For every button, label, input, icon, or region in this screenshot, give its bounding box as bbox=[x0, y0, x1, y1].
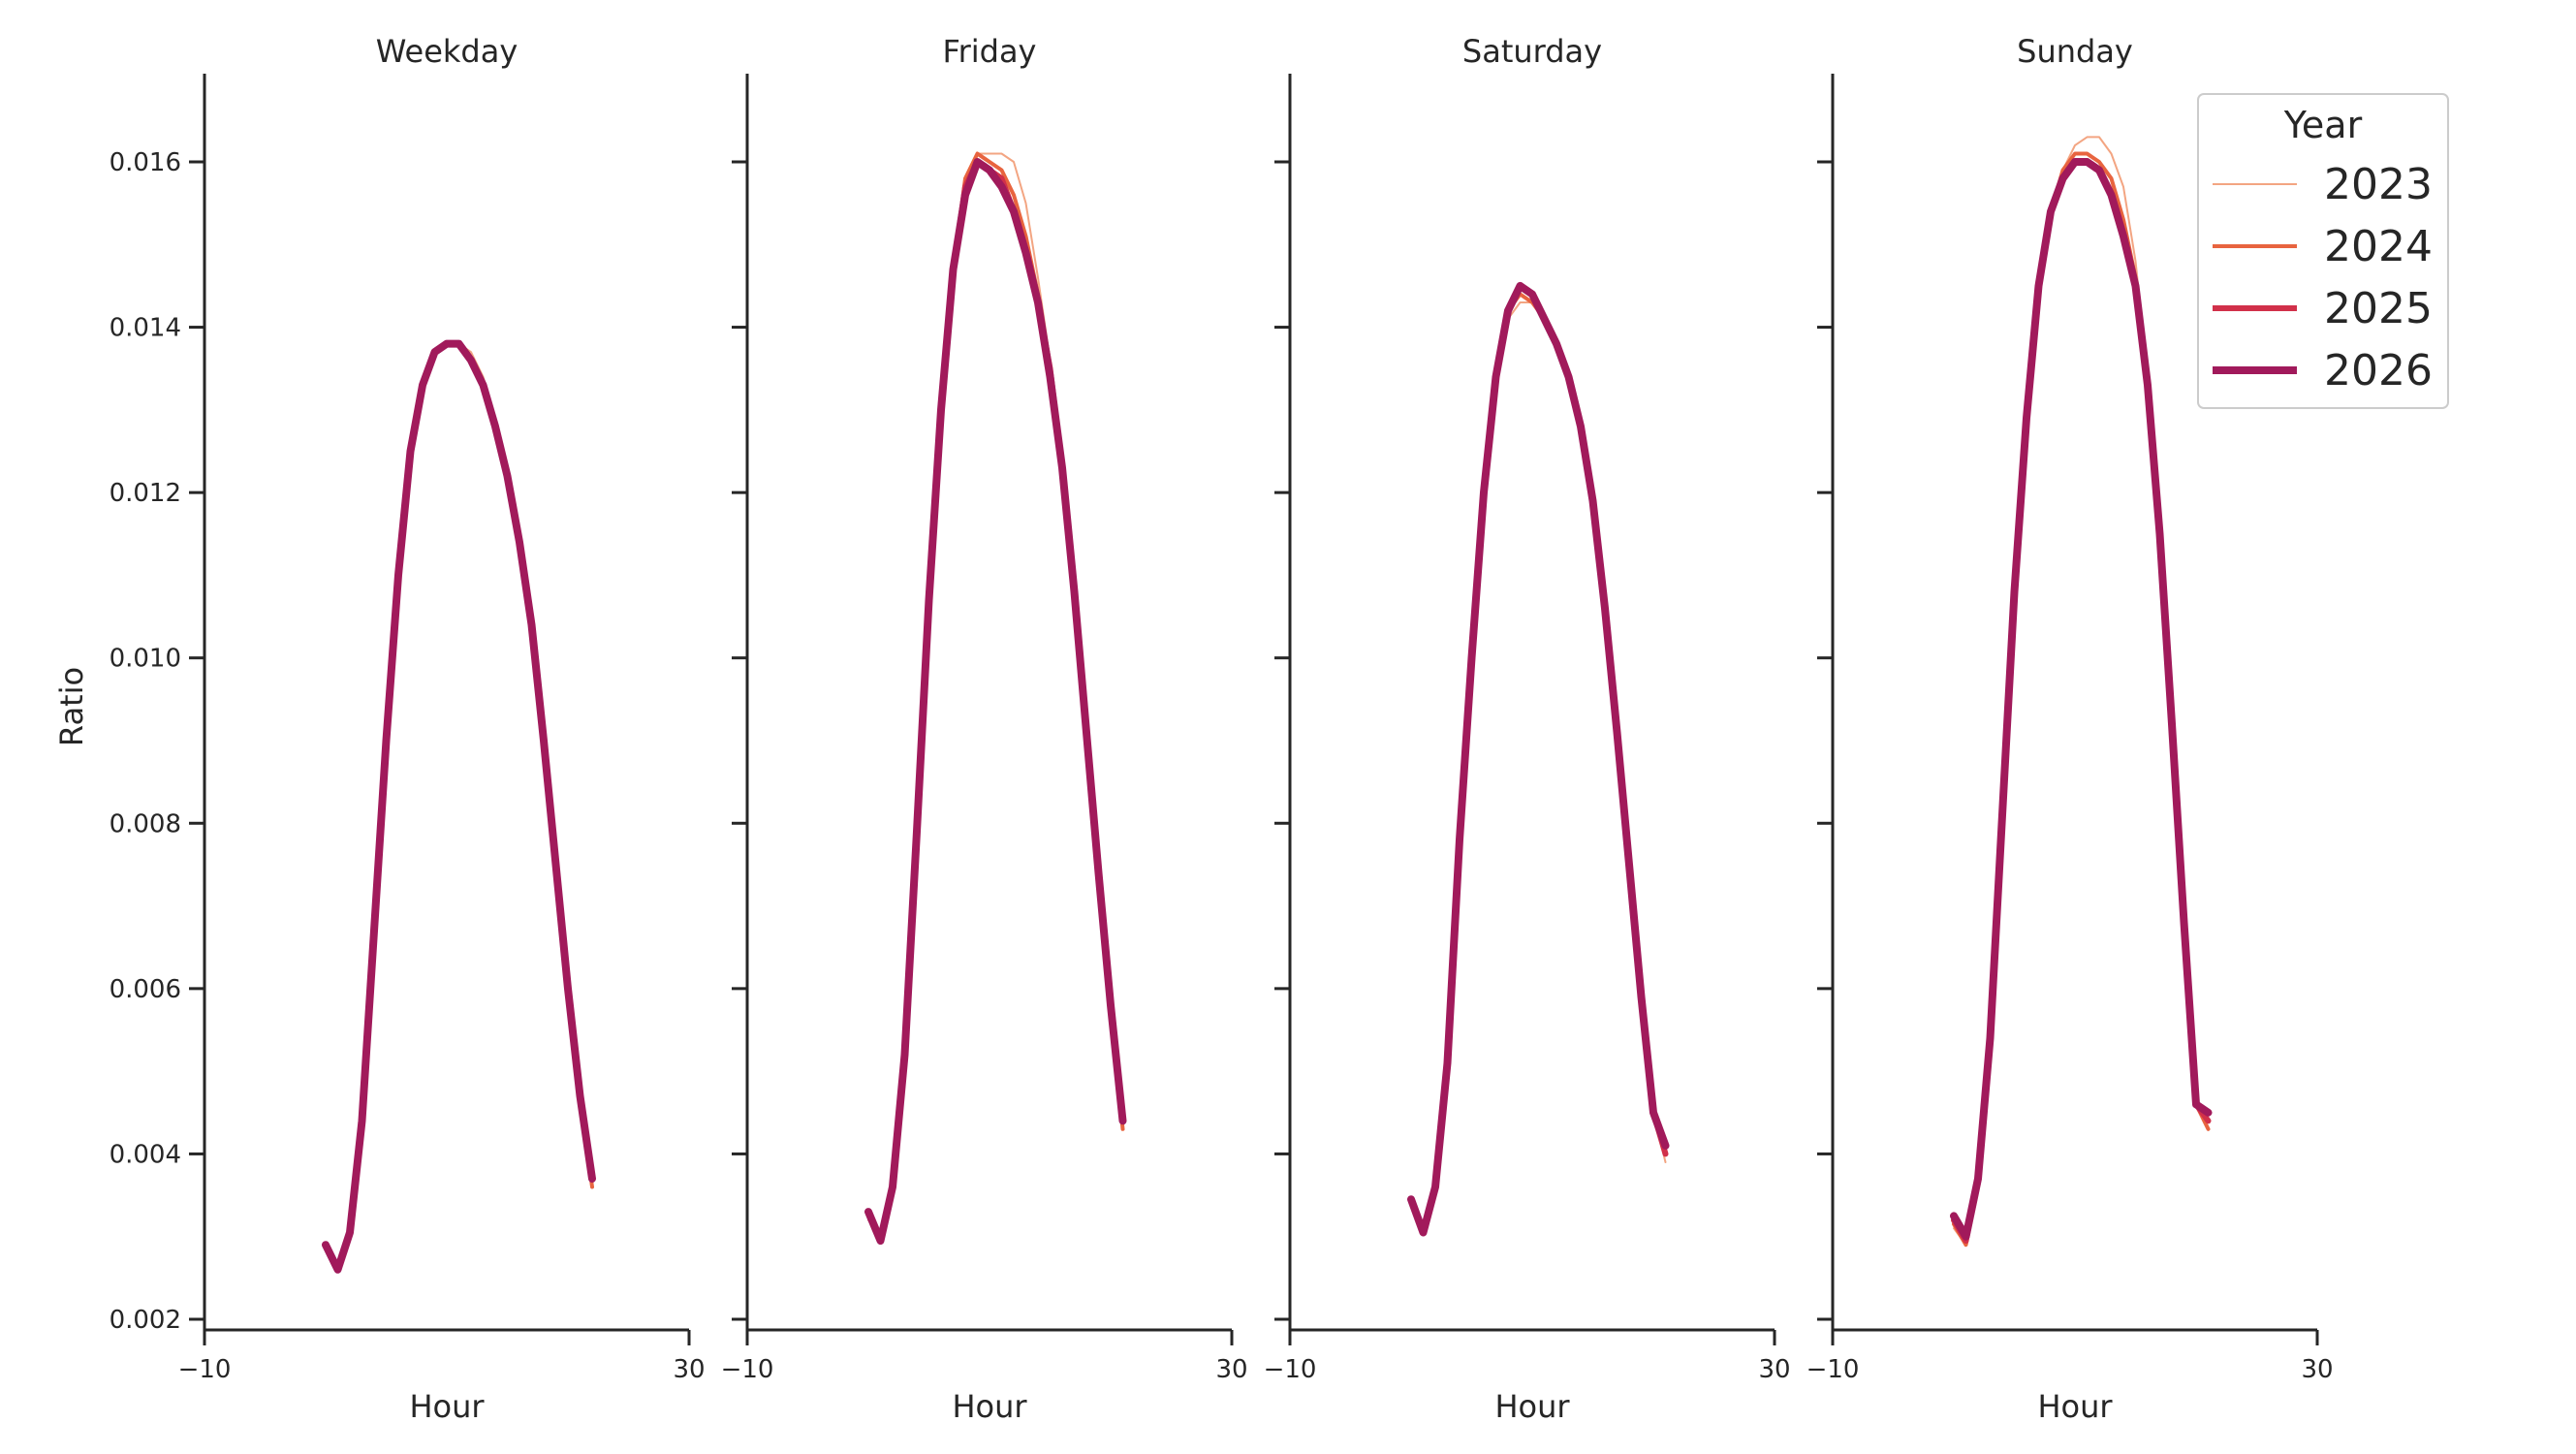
y-tick-label: 0.002 bbox=[110, 1306, 181, 1335]
legend-label-2024: 2024 bbox=[2324, 222, 2433, 271]
x-tick-label: −10 bbox=[178, 1355, 232, 1384]
x-axis-label: Hour bbox=[1494, 1388, 1570, 1425]
panel-sunday: Sunday −10 30 Hour bbox=[1806, 33, 2334, 1425]
panel-title: Saturday bbox=[1462, 33, 1602, 70]
y-tick-label: 0.016 bbox=[110, 148, 181, 177]
x-tick-label: 30 bbox=[1758, 1355, 1790, 1384]
series-line-2025 bbox=[1408, 282, 1669, 1236]
panel-title: Sunday bbox=[2017, 33, 2133, 70]
y-tick-label: 0.004 bbox=[110, 1140, 181, 1169]
y-tick-label: 0.008 bbox=[110, 809, 181, 838]
legend-label-2025: 2025 bbox=[2324, 284, 2433, 333]
legend: Year 2023 2024 2025 2026 bbox=[2197, 93, 2449, 409]
series-line-2026 bbox=[1950, 158, 2213, 1241]
y-tick-label: 0.014 bbox=[110, 314, 181, 343]
x-tick-label: 30 bbox=[1215, 1355, 1247, 1384]
panel-friday: Friday −10 30 Hour bbox=[721, 33, 1248, 1425]
legend-title: Year bbox=[2283, 104, 2363, 146]
x-tick-label: −10 bbox=[1806, 1355, 1860, 1384]
y-tick-label: 0.006 bbox=[110, 975, 181, 1004]
legend-frame bbox=[2197, 93, 2449, 409]
legend-label-2026: 2026 bbox=[2324, 346, 2433, 395]
panel-title: Friday bbox=[943, 33, 1037, 70]
series-line-2023 bbox=[1410, 301, 1667, 1230]
x-axis-label: Hour bbox=[952, 1388, 1027, 1425]
x-tick-label: −10 bbox=[1264, 1355, 1317, 1384]
series-line-2026 bbox=[864, 158, 1127, 1245]
panels: Weekday 0.002 0.004 0.006 0.008 0.010 0.012 0.0… bbox=[110, 33, 2334, 1425]
panel-title: Weekday bbox=[376, 33, 518, 70]
x-axis-label: Hour bbox=[409, 1388, 485, 1425]
series-line-2026 bbox=[1407, 281, 1670, 1237]
x-tick-label: 30 bbox=[2301, 1355, 2333, 1384]
panel-weekday: Weekday 0.002 0.004 0.006 0.008 0.010 0.012 0.0… bbox=[110, 33, 706, 1425]
y-axis-label: Ratio bbox=[53, 667, 90, 746]
panel-saturday: Saturday −10 30 Hour bbox=[1264, 33, 1791, 1425]
x-tick-label: −10 bbox=[721, 1355, 774, 1384]
series-line-2024 bbox=[1409, 292, 1668, 1231]
y-tick-label: 0.012 bbox=[110, 479, 181, 508]
x-tick-label: 30 bbox=[673, 1355, 705, 1384]
legend-label-2023: 2023 bbox=[2324, 160, 2433, 209]
y-tick-label: 0.010 bbox=[110, 645, 181, 674]
series-line-2026 bbox=[322, 339, 596, 1274]
x-axis-label: Hour bbox=[2037, 1388, 2113, 1425]
